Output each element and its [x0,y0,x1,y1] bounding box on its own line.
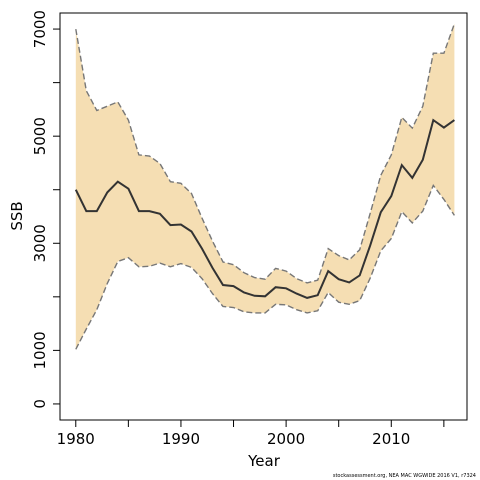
y-tick-label: 7000 [31,10,49,48]
lower-bound-line [75,183,455,350]
confidence-band [75,23,455,350]
ssb-estimate-line [74,118,455,299]
x-tick-label: 2000 [267,430,305,448]
x-axis-label: Year [247,452,281,470]
y-axis: 0 1000 3000 5000 7000 [31,10,61,409]
upper-bound-line [75,23,456,284]
x-axis: 1980 1990 2000 2010 [57,419,445,448]
y-tick-label: 3000 [31,224,49,262]
y-tick-label: 1000 [31,331,49,369]
y-tick-label: 0 [31,399,49,409]
y-axis-label: SSB [8,201,26,230]
x-tick-label: 2010 [372,430,410,448]
credit-text: stockassessment.org, NEA MAC WGWIDE 2016… [332,473,476,479]
x-tick-label: 1980 [57,430,95,448]
y-tick-label: 5000 [31,117,49,155]
x-tick-label: 1990 [162,430,200,448]
